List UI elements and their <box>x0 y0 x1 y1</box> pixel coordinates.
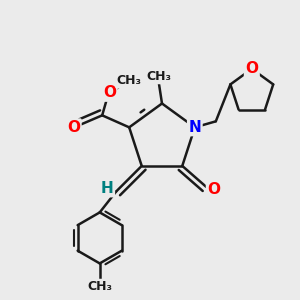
Text: H: H <box>101 181 114 196</box>
Text: O: O <box>67 120 80 135</box>
Text: CH₃: CH₃ <box>146 70 172 83</box>
Text: O: O <box>245 61 258 76</box>
Text: CH₃: CH₃ <box>117 74 142 87</box>
Text: O: O <box>207 182 220 197</box>
Text: N: N <box>188 120 201 135</box>
Text: O: O <box>103 85 116 100</box>
Text: CH₃: CH₃ <box>87 280 112 293</box>
